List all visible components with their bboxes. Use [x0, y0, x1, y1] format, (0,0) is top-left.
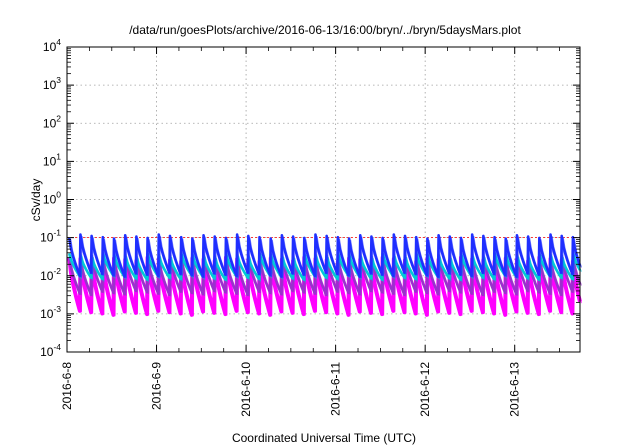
y-tick-exponent: 0 — [56, 190, 61, 200]
y-tick-base: 10 — [43, 116, 57, 130]
y-tick-base: 10 — [40, 307, 54, 321]
y-tick-exponent: -4 — [53, 342, 61, 352]
x-tick-label: 2016-6-11 — [329, 362, 343, 416]
y-tick-exponent: -2 — [53, 266, 61, 276]
y-tick-base: 10 — [40, 269, 54, 283]
y-tick-label: 103 — [43, 75, 61, 92]
y-tick-exponent: 1 — [56, 151, 61, 161]
y-tick-base: 10 — [40, 231, 54, 245]
y-tick-exponent: 4 — [56, 37, 61, 47]
series-line-shadow — [70, 236, 583, 279]
x-tick-label: 2016-6-13 — [508, 362, 522, 417]
y-tick-exponent: -1 — [53, 228, 61, 238]
y-tick-label: 10-3 — [40, 304, 61, 321]
y-tick-base: 10 — [43, 78, 57, 92]
y-tick-label: 104 — [43, 37, 61, 54]
y-tick-base: 10 — [43, 193, 57, 207]
series-group — [67, 233, 583, 317]
series-line — [67, 233, 582, 278]
x-axis-label: Coordinated Universal Time (UTC) — [232, 431, 416, 445]
x-tick-label: 2016-6-12 — [418, 362, 432, 417]
y-axis-label: cSv/day — [29, 179, 43, 222]
y-tick-label: 10-2 — [40, 266, 61, 283]
y-tick-label: 101 — [43, 151, 61, 168]
x-axis: 2016-6-8 2016-6-9 2016-6-10 2016-6-11 2016-6… — [60, 47, 560, 417]
y-tick-label: 10-4 — [40, 342, 61, 359]
x-tick-label: 2016-6-9 — [150, 362, 164, 410]
y-tick-base: 10 — [43, 154, 57, 168]
x-tick-label: 2016-6-8 — [60, 362, 74, 410]
y-tick-exponent: -3 — [53, 304, 61, 314]
y-tick-exponent: 2 — [56, 113, 61, 123]
x-tick-label: 2016-6-10 — [239, 362, 253, 417]
y-tick-label: 10-1 — [40, 228, 61, 245]
y-tick-base: 10 — [43, 40, 57, 54]
y-tick-exponent: 3 — [56, 75, 61, 85]
chart-title: /data/run/goesPlots/archive/2016-06-13/1… — [129, 23, 521, 37]
y-tick-label: 100 — [43, 190, 61, 207]
y-tick-base: 10 — [40, 345, 54, 359]
y-tick-label: 102 — [43, 113, 61, 130]
